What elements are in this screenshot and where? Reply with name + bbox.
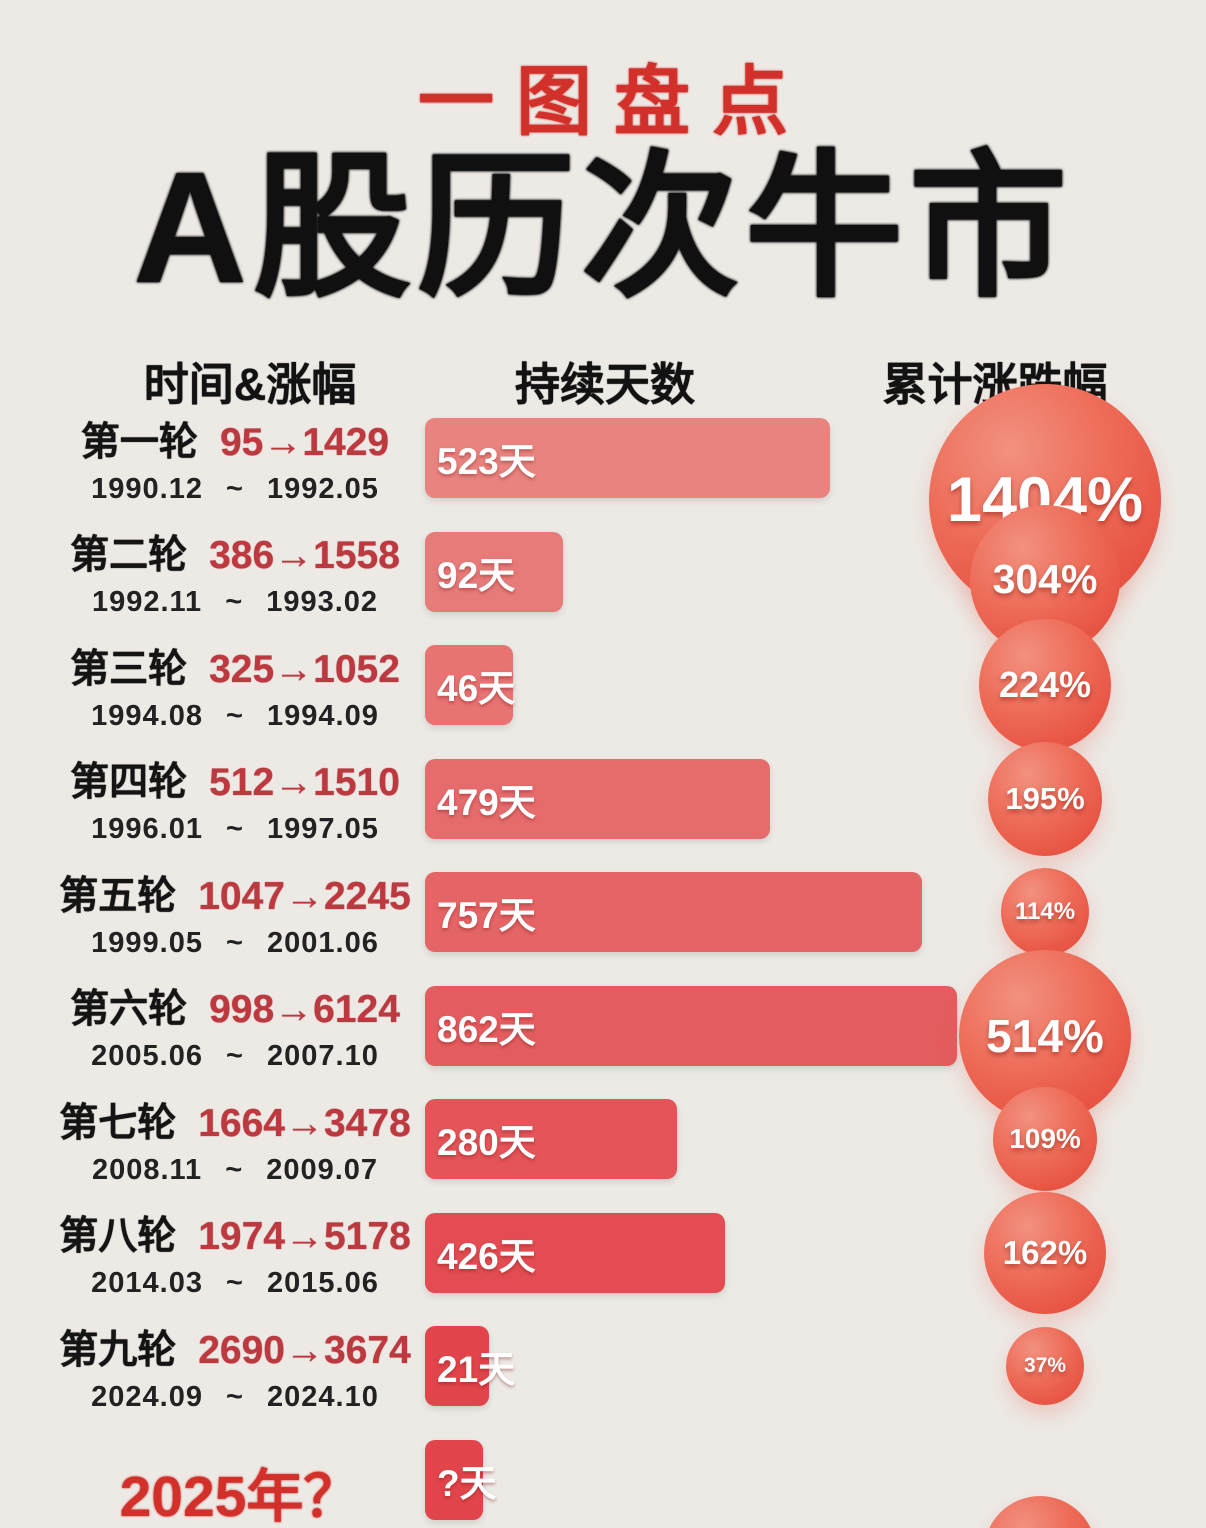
row-left-block: 第七轮 1664→3478 2008.11 ~ 2009.07 (55, 1085, 415, 1193)
footer-year-label: 2025年？ (119, 1464, 361, 1528)
row-date-range: 1992.11 ~ 1993.02 (91, 586, 379, 618)
row-left-block: 第六轮 998→6124 2005.06 ~ 2007.10 (55, 972, 415, 1080)
chart-row-footer: 2025年？ ?天 (0, 1423, 1206, 1528)
cumulative-change-circle (984, 1495, 1096, 1528)
cumulative-change-circle: 37% (1006, 1327, 1084, 1405)
cumulative-change-label: 37% (1023, 1354, 1067, 1377)
cumulative-change-label: 514% (986, 1009, 1104, 1062)
row-date-range: 2005.06 ~ 2007.10 (91, 1040, 379, 1072)
duration-bar: 862天 (425, 985, 957, 1066)
row-index-range: 325→1052 (209, 647, 400, 691)
row-date-range: 2014.03 ~ 2015.06 (91, 1267, 379, 1299)
column-header-duration-days: 持续天数 (514, 359, 696, 410)
row-index-range: 1664→3478 (198, 1101, 411, 1145)
row-title-line: 第二轮 386→1558 (70, 524, 400, 580)
duration-bar-label: 92天 (437, 554, 516, 596)
duration-bar: 21天 (425, 1326, 515, 1406)
row-round-label: 第七轮 (59, 1101, 177, 1145)
cumulative-change-label: 304% (992, 556, 1098, 602)
duration-bar-label: 523天 (437, 441, 536, 482)
cumulative-change-circle: 114% (1001, 868, 1089, 956)
row-round-label: 第一轮 (80, 420, 198, 464)
row-left-block: 第五轮 1047→2245 1999.05 ~ 2001.06 (55, 858, 415, 966)
row-round-label: 第九轮 (59, 1328, 177, 1372)
row-left-block: 第四轮 512→1510 1996.01 ~ 1997.05 (55, 745, 415, 853)
chart-row: 第五轮 1047→2245 1999.05 ~ 2001.06 757天 114% (0, 855, 1206, 969)
chart-row: 第二轮 386→1558 1992.11 ~ 1993.02 92天 304% (0, 504, 1206, 655)
row-left-block: 第九轮 2690→3674 2024.09 ~ 2024.10 (55, 1312, 415, 1420)
duration-bar-label: 280天 (437, 1122, 536, 1163)
row-date-range: 2024.09 ~ 2024.10 (91, 1380, 379, 1413)
row-left-block: 第二轮 386→1558 1992.11 ~ 1993.02 (55, 518, 415, 626)
row-round-label: 第四轮 (70, 761, 188, 804)
row-date-range: 1999.05 ~ 2001.06 (91, 926, 379, 959)
chart-row: 第三轮 325→1052 1994.08 ~ 1994.09 46天 224% (0, 619, 1206, 751)
duration-bar: 426天 (425, 1212, 725, 1293)
row-left-block: 第八轮 1974→5178 2014.03 ~ 2015.06 (55, 1199, 415, 1307)
row-title-line: 第五轮 1047→2245 (59, 865, 411, 921)
row-round-label: 第六轮 (70, 988, 188, 1031)
duration-bar: 479天 (425, 758, 770, 839)
duration-bar: 280天 (425, 1099, 677, 1179)
row-title-line: 第六轮 998→6124 (70, 978, 400, 1034)
duration-bar: 92天 (425, 531, 563, 612)
duration-bar: 523天 (425, 418, 830, 498)
duration-bar-label: 46天 (437, 668, 516, 709)
duration-bar-label: 21天 (437, 1349, 516, 1390)
row-title-line: 第七轮 1664→3478 (59, 1092, 411, 1148)
row-index-range: 1047→2245 (198, 874, 411, 918)
duration-bar-label: 426天 (437, 1235, 536, 1277)
cumulative-change-label: 162% (1002, 1233, 1088, 1271)
cumulative-change-circle: 224% (979, 619, 1111, 751)
cumulative-change-circle: 195% (988, 741, 1102, 856)
row-left-block: 第三轮 325→1052 1994.08 ~ 1994.09 (55, 631, 415, 739)
chart-row: 第四轮 512→1510 1996.01 ~ 1997.05 479天 195% (0, 741, 1206, 856)
row-title-line: 第九轮 2690→3674 (59, 1319, 411, 1375)
row-round-label: 第三轮 (70, 647, 188, 691)
row-date-range: 1990.12 ~ 1992.05 (91, 472, 379, 505)
row-index-range: 386→1558 (209, 534, 400, 577)
cumulative-change-label: 195% (1005, 780, 1085, 816)
row-index-range: 95→1429 (219, 420, 390, 464)
row-title-line: 第一轮 95→1429 (81, 411, 389, 467)
row-round-label: 第五轮 (59, 874, 177, 918)
row-date-range: 2008.11 ~ 2009.07 (91, 1153, 379, 1186)
duration-bar: 46天 (425, 645, 516, 725)
chart-row: 第一轮 95→1429 1990.12 ~ 1992.05 523天 1404% (0, 384, 1206, 616)
page-subtitle: 一图盘点 (418, 60, 810, 145)
duration-bar-label: 862天 (437, 1008, 536, 1050)
chart-row: 第九轮 2690→3674 2024.09 ~ 2024.10 21天 37% (0, 1309, 1206, 1423)
row-round-label: 第八轮 (59, 1215, 177, 1258)
duration-bar-label: 479天 (437, 781, 536, 823)
chart-row: 第六轮 998→6124 2005.06 ~ 2007.10 862天 514% (0, 949, 1206, 1122)
row-date-range: 1996.01 ~ 1997.05 (91, 813, 379, 845)
cumulative-change-label: 114% (1014, 898, 1076, 925)
row-left-block: 第一轮 95→1429 1990.12 ~ 1992.05 (55, 404, 415, 512)
cumulative-change-label: 224% (998, 664, 1092, 705)
row-title-line: 第四轮 512→1510 (70, 751, 400, 807)
row-title-line: 第八轮 1974→5178 (59, 1205, 411, 1261)
duration-bar: 757天 (425, 872, 922, 952)
row-title-line: 第三轮 325→1052 (70, 638, 400, 694)
row-index-range: 512→1510 (209, 761, 400, 804)
duration-bar: ?天 (425, 1439, 497, 1520)
chart-row: 第八轮 1974→5178 2014.03 ~ 2015.06 426天 162% (0, 1191, 1206, 1314)
page-title: A股历次牛市 (132, 140, 1074, 316)
row-index-range: 998→6124 (209, 988, 400, 1031)
chart-row: 第七轮 1664→3478 2008.11 ~ 2009.07 280天 109% (0, 1082, 1206, 1196)
column-header-time-range: 时间&涨幅 (143, 359, 357, 410)
cumulative-change-label: 109% (1009, 1123, 1081, 1154)
cumulative-change-circle: 109% (993, 1087, 1097, 1191)
row-date-range: 1994.08 ~ 1994.09 (91, 699, 379, 732)
row-index-range: 1974→5178 (198, 1215, 411, 1258)
cumulative-change-circle: 162% (984, 1191, 1106, 1314)
duration-bar-label: 757天 (437, 895, 536, 936)
row-index-range: 2690→3674 (198, 1328, 411, 1372)
duration-bar-label: ?天 (437, 1462, 497, 1504)
row-round-label: 第二轮 (70, 534, 188, 577)
